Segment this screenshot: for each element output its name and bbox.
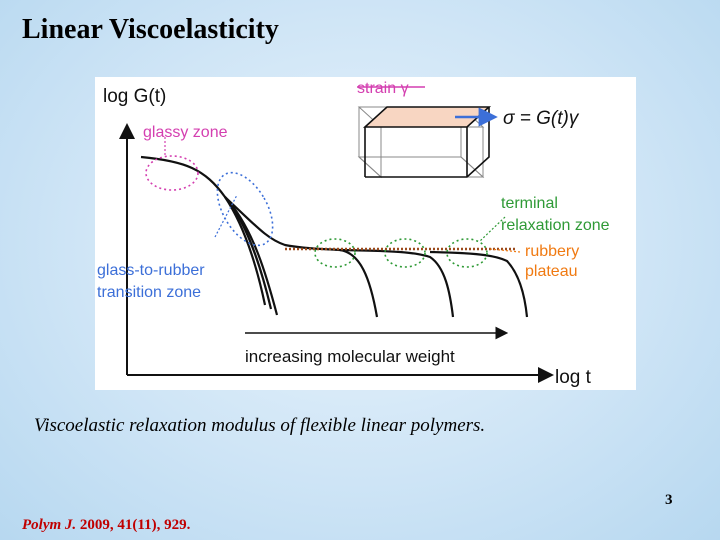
terminal-zone-label-2: relaxation zone xyxy=(501,217,610,234)
x-axis-label: log t xyxy=(555,367,592,388)
terminal-zone-label-1: terminal xyxy=(501,195,558,212)
slide-title: Linear Viscoelasticity xyxy=(22,14,279,45)
equation: σ = G(t)γ xyxy=(503,108,580,129)
transition-zone-ellipse xyxy=(216,171,274,247)
glassy-zone-ellipse xyxy=(145,155,199,191)
relaxation-modulus-figure: log G(t) log t increasing molecular weig… xyxy=(95,77,636,390)
glassy-zone-label: glassy zone xyxy=(143,124,228,141)
terminal-pointer xyxy=(479,216,506,242)
plateau-pointer xyxy=(489,248,521,253)
terminal-ellipse-2 xyxy=(384,238,426,268)
rubbery-plateau-label-1: rubbery xyxy=(525,243,579,260)
curve-mid-2 xyxy=(224,196,279,316)
transition-zone-label-2: transition zone xyxy=(97,284,201,301)
terminal-ellipse-3 xyxy=(446,238,488,268)
sheared-body xyxy=(364,107,490,178)
citation-details: 2009, 41(11), 929. xyxy=(76,517,191,533)
transition-zone-label-1: glass-to-rubber xyxy=(97,262,205,279)
strain-label: strain γ xyxy=(357,80,409,97)
figure-canvas: log G(t) log t increasing molecular weig… xyxy=(97,80,610,388)
page-number: 3 xyxy=(665,492,673,508)
rubbery-plateau-label-2: plateau xyxy=(525,263,578,280)
curve-3 xyxy=(429,250,529,318)
curve-mid-1 xyxy=(224,196,273,310)
box-bottom xyxy=(357,156,485,178)
citation: Polym J. 2009, 41(11), 929. xyxy=(22,517,190,534)
curve-upper xyxy=(224,196,379,318)
molecular-weight-label: increasing molecular weight xyxy=(245,347,455,366)
y-axis-label: log G(t) xyxy=(103,86,166,107)
strain-box-diagram xyxy=(357,86,498,179)
curve-2 xyxy=(339,248,455,318)
terminal-ellipse-1 xyxy=(314,238,356,268)
figure-caption: Viscoelastic relaxation modulus of flexi… xyxy=(34,415,486,436)
citation-journal: Polym J. xyxy=(22,517,77,533)
